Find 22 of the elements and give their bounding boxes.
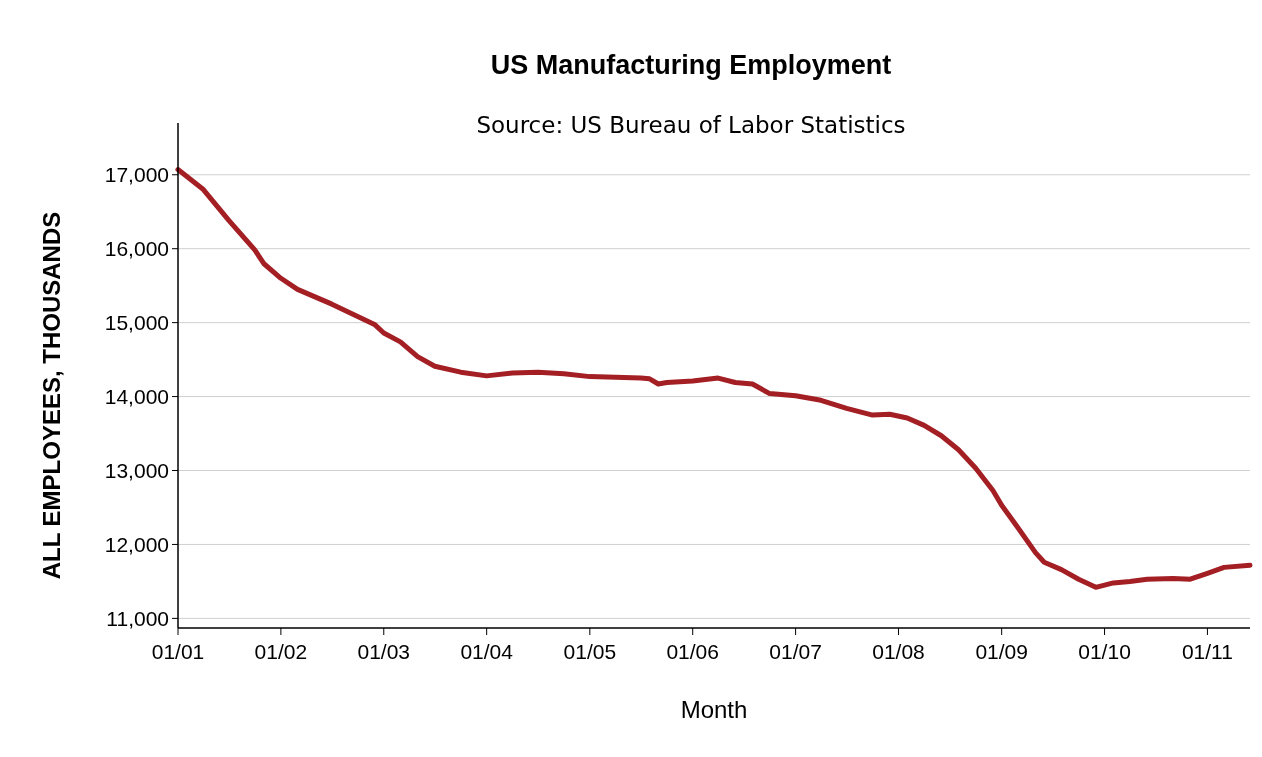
x-tick-label: 01/03	[357, 640, 411, 663]
x-tick-label: 01/01	[151, 640, 205, 663]
x-tick-label: 01/05	[563, 640, 617, 663]
x-axis-title: Month	[680, 696, 748, 723]
y-tick-label: 15,000	[104, 310, 169, 334]
x-tick-label: 01/10	[1078, 640, 1131, 663]
x-tick-label: 01/06	[666, 640, 719, 663]
x-tick-label: 01/08	[872, 640, 925, 663]
y-tick-label: 16,000	[104, 237, 169, 261]
y-tick-label: 11,000	[106, 606, 169, 630]
y-tick-label: 12,000	[104, 532, 169, 556]
y-axis-title: ALL EMPLOYEES, THOUSANDS	[38, 211, 65, 580]
y-tick-label: 13,000	[104, 458, 169, 482]
annotation: Source: US Bureau of Labor Statistics	[476, 112, 906, 138]
x-tick-label: 01/11	[1181, 640, 1233, 663]
x-tick-label: 01/07	[769, 640, 822, 663]
y-tick-label: 14,000	[104, 384, 169, 408]
x-tick-label: 01/09	[975, 640, 1028, 663]
chart-title: US Manufacturing Employment	[490, 50, 892, 80]
x-tick-label: 01/04	[460, 640, 514, 663]
y-tick-label: 17,000	[104, 163, 169, 187]
x-tick-label: 01/02	[254, 640, 308, 663]
